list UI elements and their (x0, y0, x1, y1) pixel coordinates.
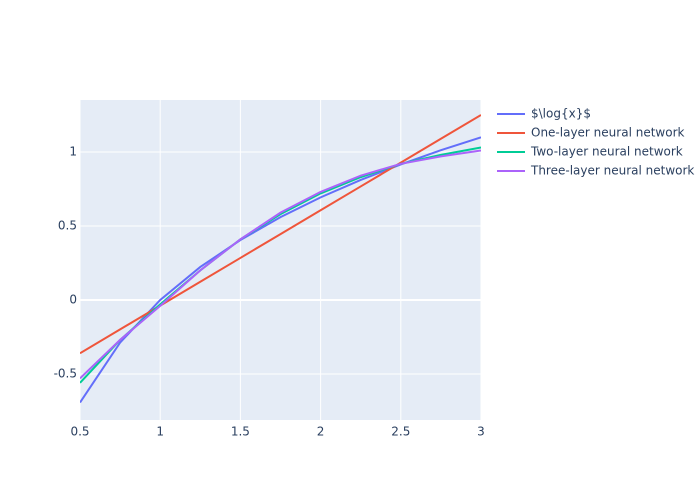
legend: $\log{x}$ One-layer neural network Two-lay… (497, 107, 694, 178)
x-tick-label: 0.5 (70, 425, 89, 439)
legend-label: $\log{x}$ (531, 107, 591, 121)
y-tick-label: -0.5 (54, 366, 77, 380)
legend-label: Three-layer neural network (530, 164, 694, 178)
plot-background (80, 100, 481, 420)
legend-label: One-layer neural network (531, 126, 684, 140)
lines (80, 114, 481, 404)
y-tick-label: 0.5 (58, 218, 77, 232)
x-tick-label: 2 (317, 425, 325, 439)
y-tick-label: 0 (69, 292, 77, 306)
labels: 0.5 1 1.5 2 2.5 3 -0.5 0 0.5 1 (54, 144, 485, 438)
series-line (80, 149, 481, 380)
grid (79, 100, 482, 420)
x-tick-label: 1 (156, 425, 164, 439)
y-tick-label: 1 (69, 144, 77, 158)
legend-label: Two-layer neural network (530, 145, 683, 159)
series-line (80, 114, 481, 355)
x-tick-label: 3 (477, 425, 485, 439)
x-tick-label: 2.5 (391, 425, 410, 439)
x-tick-label: 1.5 (231, 425, 250, 439)
